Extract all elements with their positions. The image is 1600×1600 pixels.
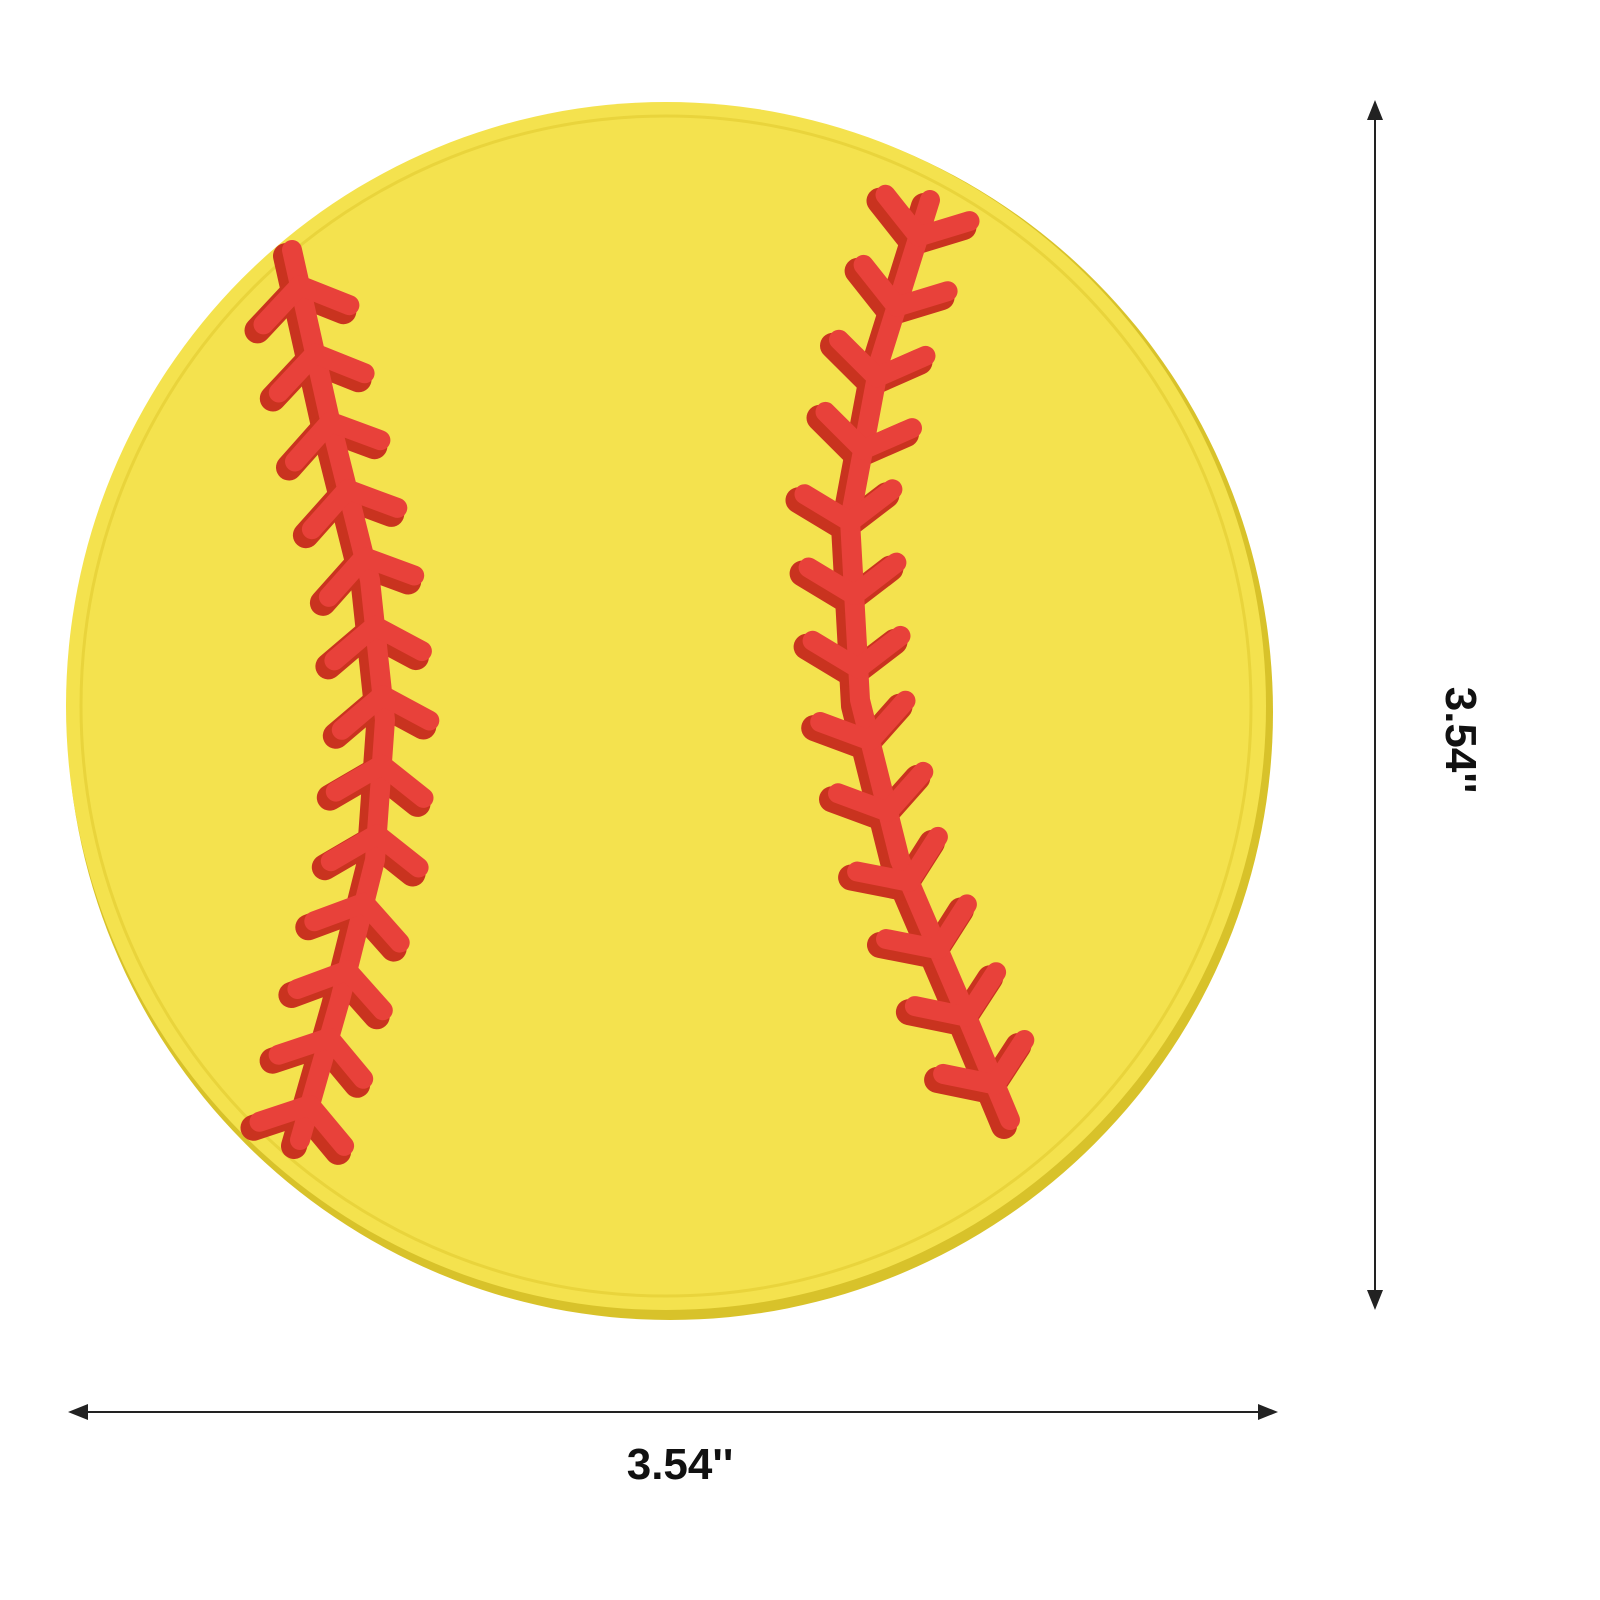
right-seam-stitch [815, 401, 922, 460]
width-dimension-label: 3.54'' [626, 1440, 734, 1489]
right-seam-stitch [933, 1030, 1035, 1095]
right-seam-stitch [875, 184, 980, 247]
height-dimension-label: 3.54'' [1436, 686, 1485, 794]
right-seam-stitch [798, 552, 907, 605]
right-seam-stitch [904, 962, 1007, 1027]
softball-rim [79, 114, 1253, 1298]
left-seam-stitch [249, 1095, 355, 1156]
left-seam-stitch [253, 275, 360, 335]
right-seam-spine [840, 190, 1020, 1130]
left-seam-stitch [301, 479, 408, 540]
left-seam-stitch [285, 411, 391, 472]
right-seam-stitch [828, 761, 934, 822]
left-seam-stitch [287, 960, 393, 1021]
left-seam-stitch [324, 615, 432, 671]
right-seam-stitch [810, 690, 916, 751]
left-seam-stitch [331, 685, 440, 740]
left-seam-stitch [268, 1027, 374, 1089]
right-seam-stitch [847, 826, 948, 892]
left-seam-stitch [320, 824, 429, 878]
left-seam-stitch [304, 892, 410, 953]
left-seam [240, 240, 440, 1165]
right-seam-stitch [794, 479, 903, 532]
right-seam-stitch [853, 254, 958, 317]
right-seam-stitch [876, 894, 977, 960]
left-seam-stitch [325, 754, 434, 808]
left-seam-stitch [318, 547, 425, 607]
right-seam-stitch [829, 329, 936, 388]
right-seam [785, 184, 1035, 1139]
left-seam-stitch [268, 343, 375, 403]
right-seam-stitch [802, 625, 911, 679]
